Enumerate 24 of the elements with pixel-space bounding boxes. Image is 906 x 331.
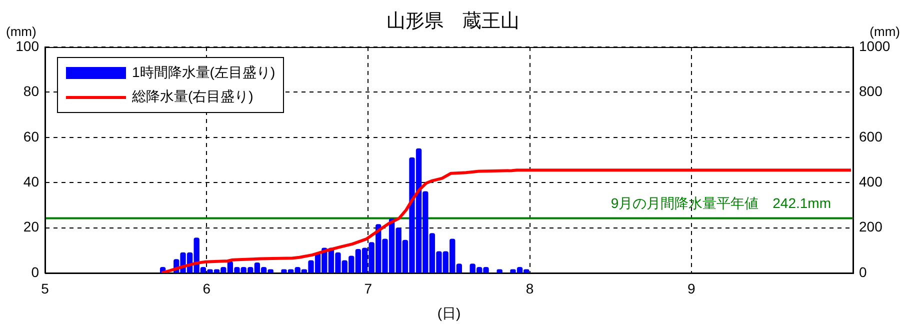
y-axis-title: (mm) [6, 24, 36, 39]
y2-tick-label: 600 [859, 128, 883, 144]
x-tick-label: 5 [41, 280, 50, 296]
legend-label: 総降水量(右目盛り) [132, 88, 254, 106]
y-tick-label: 0 [31, 264, 40, 280]
y2-tick-label: 800 [859, 83, 883, 100]
x-tick-label: 6 [202, 280, 211, 296]
legend-label: 1時間降水量(左目盛り) [132, 64, 276, 82]
y-tick-label: 60 [23, 128, 40, 144]
y-tick-label: 100 [16, 38, 40, 54]
y-tick-label: 80 [23, 83, 40, 100]
x-tick-label: 8 [526, 280, 534, 296]
ref-line-label: 9月の月間降水量平年値 242.1mm [610, 195, 831, 214]
x-tick-label: 9 [688, 280, 696, 296]
y2-tick-label: 1000 [859, 38, 890, 54]
y2-tick-label: 0 [859, 264, 867, 280]
y-tick-label: 20 [23, 218, 40, 235]
x-tick-label: 7 [364, 280, 372, 296]
y2-tick-label: 400 [859, 173, 883, 190]
x-axis-title: (日) [436, 305, 462, 323]
y-tick-label: 40 [23, 173, 40, 190]
y2-tick-label: 200 [859, 218, 883, 235]
chart-title: 山形県 蔵王山 [386, 11, 520, 32]
y2-axis-title: (mm) [870, 24, 900, 39]
